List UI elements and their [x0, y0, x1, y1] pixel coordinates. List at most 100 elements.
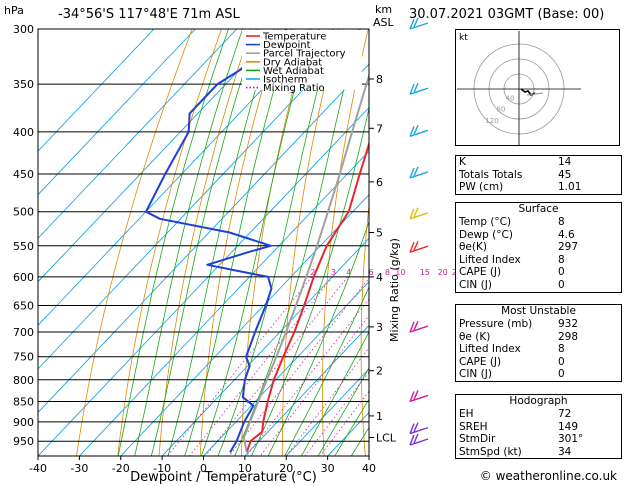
- index-label: Dewp (°C): [459, 228, 513, 241]
- index-value: 0: [558, 368, 565, 381]
- hodograph-ring-label: 120: [485, 117, 498, 125]
- index-row: Lifted Index 8: [456, 343, 621, 356]
- index-value: 301°: [558, 433, 584, 446]
- index-label: StmSpd (kt): [459, 445, 522, 458]
- index-row: Dewp (°C) 4.6: [456, 229, 621, 242]
- wet-adiabat-line: [317, 367, 369, 456]
- pressure-tick-label: 850: [13, 395, 34, 408]
- index-value: 149: [558, 420, 579, 433]
- x-tick-label: 40: [362, 462, 376, 475]
- indices-surface-panel: Surface Temp (°C) 8 Dewp (°C) 4.6 θe(K) 297 Lif…: [455, 202, 622, 293]
- pressure-tick-label: 900: [13, 416, 34, 429]
- pressure-tick-label: 700: [13, 326, 34, 339]
- wind-barb: [409, 82, 429, 95]
- index-label: CAPE (J): [459, 266, 502, 279]
- km-tick-label: 2: [376, 365, 383, 378]
- index-row: CAPE (J) 0: [456, 356, 621, 369]
- mixing-ratio-label: 2: [310, 268, 315, 277]
- mixing-ratio-label: 20: [438, 268, 448, 277]
- index-row: PW (cm) 1.01: [456, 181, 621, 194]
- pressure-tick-label: 750: [13, 351, 34, 364]
- index-row: StmDir 301°: [456, 433, 621, 446]
- pressure-tick-label: 350: [13, 78, 34, 91]
- index-value: 8: [558, 253, 565, 266]
- temperature-line: [245, 140, 369, 453]
- mixing-ratio-line: [259, 315, 369, 456]
- wind-barb: [409, 320, 429, 333]
- panel-title: Surface: [518, 203, 559, 215]
- location-label: -34°56'S 117°48'E 71m ASL: [58, 7, 240, 22]
- index-label: θe(K): [459, 241, 487, 254]
- index-value: 4.6: [558, 228, 575, 241]
- legend-label: Dry Adiabat: [263, 57, 322, 68]
- indices-hodograph-panel: Hodograph EH 72 SREH 149 StmDir 301° StmSpd (kt…: [455, 394, 622, 460]
- wind-barb: [409, 17, 429, 30]
- km-tick-label: 5: [376, 227, 383, 240]
- km-tick-label: 3: [376, 321, 383, 334]
- legend-label: Isotherm: [263, 75, 307, 86]
- index-row: Lifted Index 8: [456, 254, 621, 267]
- pressure-tick-label: 400: [13, 126, 34, 139]
- km-tick-label: 7: [376, 122, 383, 135]
- index-label: Lifted Index: [459, 253, 521, 266]
- mixing-ratio-line: [228, 277, 369, 456]
- legend-label: Parcel Trajectory: [263, 49, 346, 60]
- indices-general-panel: K 14 Totals Totals 45 PW (cm) 1.01: [455, 155, 622, 195]
- index-label: Lifted Index: [459, 343, 521, 356]
- index-label: Temp (°C): [459, 216, 512, 228]
- legend-label: Mixing Ratio: [263, 83, 325, 94]
- pressure-unit-label: hPa: [4, 4, 24, 17]
- index-row: CAPE (J) 0: [456, 266, 621, 279]
- index-value: 0: [558, 266, 565, 279]
- pressure-tick-label: 500: [13, 206, 34, 219]
- index-value: 1.01: [558, 181, 582, 194]
- isotherm-line: [38, 29, 238, 239]
- wet-adiabat-line: [334, 398, 369, 456]
- wind-barb: [409, 166, 429, 179]
- index-label: CAPE (J): [459, 355, 502, 368]
- index-row: Totals Totals 45: [456, 169, 621, 182]
- index-value: 72: [558, 408, 572, 420]
- wind-barb: [409, 422, 429, 435]
- wind-barb: [409, 240, 429, 253]
- isotherm-line: [38, 29, 196, 196]
- hodograph-frame: [455, 29, 620, 146]
- isotherm-line: [38, 63, 369, 414]
- wind-barb: [409, 433, 429, 446]
- index-row: CIN (J) 0: [456, 279, 621, 292]
- index-label: CIN (J): [459, 368, 492, 381]
- x-tick-label: 0: [200, 462, 207, 475]
- wind-barb: [409, 390, 429, 403]
- mixing-ratio-label: 6: [368, 268, 373, 277]
- mixing-ratio-label: 8: [385, 268, 390, 277]
- wind-barb: [409, 207, 429, 220]
- index-row: θe(K) 297: [456, 241, 621, 254]
- isotherm-line: [38, 29, 155, 152]
- legend-label: Wet Adiabat: [263, 66, 324, 77]
- pressure-tick-label: 650: [13, 300, 34, 313]
- height-unit-label: km: [375, 3, 393, 16]
- hodograph-ring-label: 80: [497, 106, 506, 114]
- index-value: 45: [558, 168, 572, 181]
- index-value: 298: [558, 330, 579, 343]
- km-tick-label: 4: [376, 271, 383, 284]
- index-value: 8: [558, 343, 565, 356]
- km-tick-label: 6: [376, 176, 383, 189]
- km-tick-label: LCL: [376, 431, 397, 444]
- dewpoint-line: [145, 29, 288, 453]
- index-label: θe (K): [459, 330, 491, 343]
- height-unit-asl-label: ASL: [373, 16, 394, 29]
- index-row: θe (K) 298: [456, 331, 621, 344]
- wet-adiabat-line: [150, 29, 259, 456]
- dry-adiabat-line: [117, 29, 222, 456]
- mixing-ratio-label: 3: [331, 268, 336, 277]
- x-tick-label: -10: [153, 462, 171, 475]
- index-value: 34: [558, 445, 572, 458]
- dry-adiabat-line: [435, 29, 457, 460]
- hodograph-ring-label: 40: [506, 94, 515, 102]
- mixing-ratio-line: [188, 276, 333, 456]
- index-value: 0: [558, 355, 565, 368]
- pressure-tick-label: 550: [13, 240, 34, 253]
